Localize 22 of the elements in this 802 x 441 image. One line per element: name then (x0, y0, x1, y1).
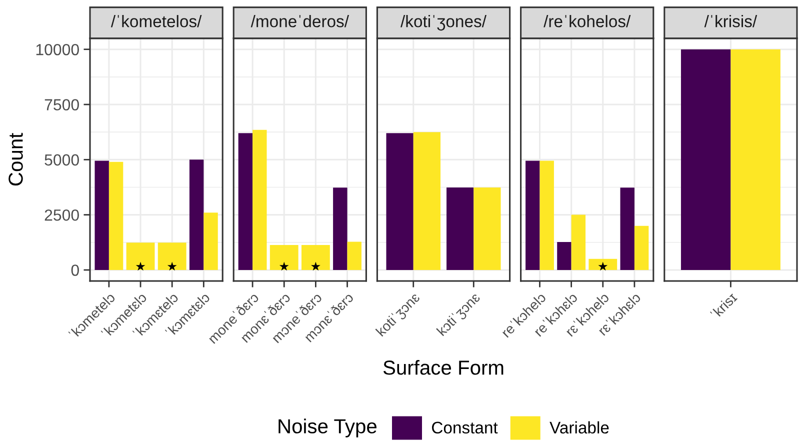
legend-label: Variable (550, 421, 609, 434)
bar (526, 160, 540, 270)
chart-title: /ˈkometelos/ (110, 15, 202, 28)
x-tick-label: ˈkrisɪ (710, 292, 738, 320)
bar (620, 188, 634, 270)
bar (634, 226, 649, 270)
bar (557, 242, 572, 270)
y-tick-label: 7500 (44, 99, 79, 110)
x-axis-title: Surface Form (383, 360, 504, 375)
y-tick-label: 5000 (44, 154, 79, 166)
chart-title: /reˈkohelos/ (544, 15, 631, 28)
bar (540, 160, 554, 270)
y-tick-label: 0 (71, 264, 79, 276)
y-tick-label: 2500 (44, 209, 79, 221)
y-tick-label: 10000 (36, 44, 79, 56)
chart-title: /moneˈderos/ (250, 15, 349, 28)
bar (571, 214, 586, 270)
legend-label: Constant (432, 422, 498, 434)
chart-title: /kotiˈʒones/ (400, 15, 486, 31)
legend-title: Noise Type (278, 418, 376, 438)
chart-title: /ˈkrisis/ (704, 15, 758, 28)
y-axis-title: Count (8, 132, 23, 186)
